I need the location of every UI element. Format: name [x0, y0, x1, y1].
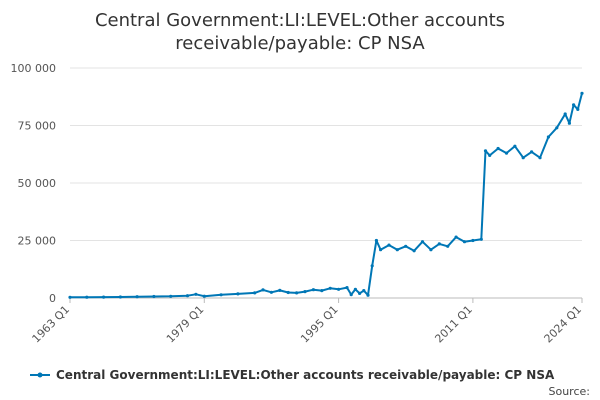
- data-point[interactable]: [454, 235, 458, 239]
- y-tick-label: 50 000: [18, 177, 57, 190]
- y-axis: 0 25 000 50 000 75 000 100 000: [11, 62, 57, 305]
- y-tick-label: 0: [49, 292, 56, 305]
- data-point[interactable]: [395, 248, 399, 252]
- data-point[interactable]: [479, 237, 483, 241]
- data-point[interactable]: [530, 150, 534, 154]
- data-point[interactable]: [269, 290, 273, 294]
- data-point[interactable]: [555, 126, 559, 130]
- data-point[interactable]: [483, 149, 488, 153]
- data-point[interactable]: [546, 135, 551, 139]
- data-point[interactable]: [349, 293, 353, 297]
- data-point[interactable]: [345, 286, 349, 290]
- data-point[interactable]: [169, 294, 173, 298]
- data-point[interactable]: [303, 290, 307, 294]
- data-point[interactable]: [219, 293, 223, 297]
- data-point[interactable]: [420, 240, 425, 244]
- data-point[interactable]: [488, 153, 492, 157]
- data-point[interactable]: [328, 286, 332, 290]
- data-point[interactable]: [387, 243, 391, 247]
- legend[interactable]: Central Government:LI:LEVEL:Other accoun…: [30, 368, 555, 382]
- data-point[interactable]: [68, 295, 72, 299]
- data-point[interactable]: [429, 248, 433, 252]
- data-point[interactable]: [567, 121, 572, 125]
- data-point[interactable]: [379, 248, 383, 252]
- series-group: [68, 91, 584, 299]
- data-point[interactable]: [366, 293, 370, 297]
- data-point[interactable]: [102, 295, 106, 299]
- data-point[interactable]: [152, 294, 156, 299]
- data-point[interactable]: [521, 156, 525, 160]
- grid-lines: [70, 67, 582, 299]
- data-point[interactable]: [253, 291, 257, 295]
- data-point[interactable]: [374, 238, 378, 243]
- data-point[interactable]: [471, 238, 475, 243]
- data-point[interactable]: [513, 144, 517, 148]
- data-point[interactable]: [437, 242, 441, 246]
- x-tick-label: 2011 Q1: [432, 303, 475, 346]
- data-point[interactable]: [580, 91, 584, 95]
- data-point[interactable]: [202, 294, 206, 298]
- data-point[interactable]: [358, 291, 362, 295]
- data-point[interactable]: [563, 112, 567, 116]
- data-point[interactable]: [362, 289, 366, 293]
- data-point[interactable]: [286, 290, 290, 295]
- x-tick-label: 1963 Q1: [30, 303, 73, 346]
- data-point[interactable]: [278, 288, 282, 292]
- data-point[interactable]: [337, 287, 341, 291]
- chart-title-line-1: Central Government:LI:LEVEL:Other accoun…: [95, 10, 505, 31]
- data-point[interactable]: [572, 103, 576, 107]
- y-tick-label: 100 000: [11, 62, 57, 75]
- data-point[interactable]: [311, 288, 315, 292]
- data-point[interactable]: [412, 249, 416, 253]
- data-point[interactable]: [118, 295, 122, 299]
- data-point[interactable]: [320, 289, 324, 293]
- chart-title-line-2: receivable/payable: CP NSA: [175, 33, 425, 54]
- x-tick-label: 1979 Q1: [164, 303, 207, 346]
- data-point[interactable]: [446, 244, 450, 248]
- data-point[interactable]: [194, 292, 198, 296]
- data-point[interactable]: [370, 264, 374, 268]
- legend-marker: [37, 372, 43, 378]
- data-point[interactable]: [85, 295, 89, 299]
- data-point[interactable]: [236, 292, 240, 296]
- data-point[interactable]: [496, 146, 500, 151]
- data-point[interactable]: [538, 156, 542, 160]
- data-point[interactable]: [504, 151, 509, 155]
- data-point[interactable]: [462, 240, 467, 244]
- data-point[interactable]: [295, 291, 299, 295]
- legend-label: Central Government:LI:LEVEL:Other accoun…: [56, 368, 555, 382]
- x-tick-label: 1995 Q1: [298, 303, 341, 346]
- data-point[interactable]: [353, 287, 357, 291]
- data-point[interactable]: [576, 107, 580, 111]
- y-tick-label: 25 000: [18, 235, 57, 248]
- data-point[interactable]: [261, 288, 265, 292]
- data-point[interactable]: [185, 294, 190, 298]
- data-point[interactable]: [404, 244, 408, 248]
- data-point[interactable]: [135, 295, 139, 299]
- series-line: [69, 93, 583, 299]
- y-tick-label: 75 000: [18, 120, 57, 133]
- x-axis: 1963 Q1 1979 Q1 1995 Q1 2011 Q1 2024 Q1: [30, 298, 585, 346]
- source-label: Source:: [549, 385, 591, 398]
- x-tick-label: 2024 Q1: [542, 303, 585, 346]
